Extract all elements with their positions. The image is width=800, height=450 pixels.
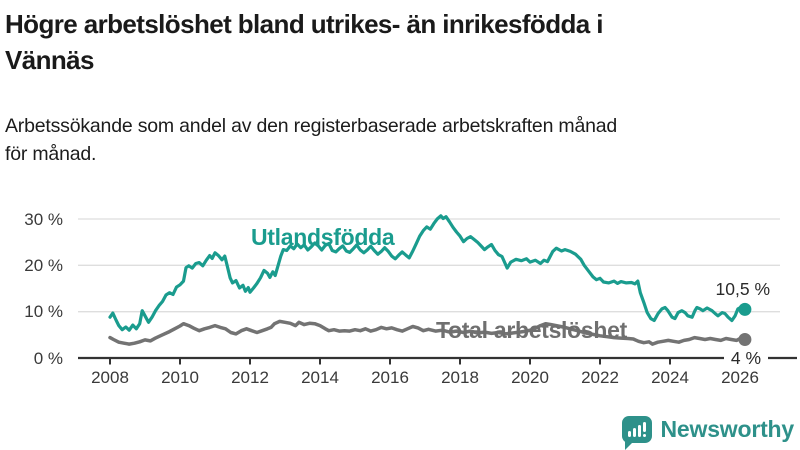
page-title-line1: Högre arbetslöshet bland utrikes- än inr… bbox=[5, 9, 603, 39]
end-value-label-total: 4 % bbox=[724, 348, 768, 368]
newsworthy-logo-text: Newsworthy bbox=[660, 415, 795, 442]
x-tick-label-2018: 2018 bbox=[441, 368, 479, 387]
x-tick-label-2024: 2024 bbox=[651, 368, 689, 387]
newsworthy-logo: Newsworthy bbox=[621, 410, 795, 450]
y-tick-label-0: 0 % bbox=[33, 348, 63, 368]
speech-bubble-tail bbox=[624, 440, 634, 450]
series-label-utlandsfodda: Utlandsfödda bbox=[251, 224, 395, 250]
y-tick-label-10: 10 % bbox=[24, 302, 63, 322]
series-label-total-arbetsloshet: Total arbetslöshet bbox=[436, 317, 627, 343]
x-tick-label-2008: 2008 bbox=[91, 368, 129, 387]
series-line-total bbox=[108, 319, 747, 346]
end-value-label-utlandsfodda: 10,5 % bbox=[715, 279, 770, 299]
x-tick-label-2012: 2012 bbox=[231, 368, 269, 387]
chart-subtitle-line2: för månad. bbox=[5, 143, 97, 165]
end-dot-utlandsfodda bbox=[738, 302, 752, 316]
x-tick-label-2014: 2014 bbox=[301, 368, 339, 387]
chart-subtitle-line1: Arbetssökande som andel av den registerb… bbox=[5, 115, 618, 137]
series-line-utlandsfodda bbox=[108, 214, 747, 332]
x-tick-label-2026: 2026 bbox=[721, 368, 759, 387]
x-tick-label-2020: 2020 bbox=[511, 368, 549, 387]
exclamation-glyph bbox=[642, 421, 646, 437]
page-title: Högre arbetslöshet bland utrikes- än inr… bbox=[5, 6, 789, 78]
y-tick-label-30: 30 % bbox=[24, 209, 63, 229]
page-title-line2: Vännäs bbox=[5, 45, 94, 75]
x-tick-label-2010: 2010 bbox=[161, 368, 199, 387]
y-tick-label-20: 20 % bbox=[24, 255, 63, 275]
x-tick-label-2022: 2022 bbox=[581, 368, 619, 387]
newsworthy-bar-chart-speech-bubble-icon bbox=[621, 415, 652, 450]
end-dot-total bbox=[738, 332, 752, 346]
x-tick-label-2016: 2016 bbox=[371, 368, 409, 387]
chart-subtitle: Arbetssökande som andel av den registerb… bbox=[5, 112, 789, 168]
bar-chart-glyph bbox=[627, 421, 646, 437]
